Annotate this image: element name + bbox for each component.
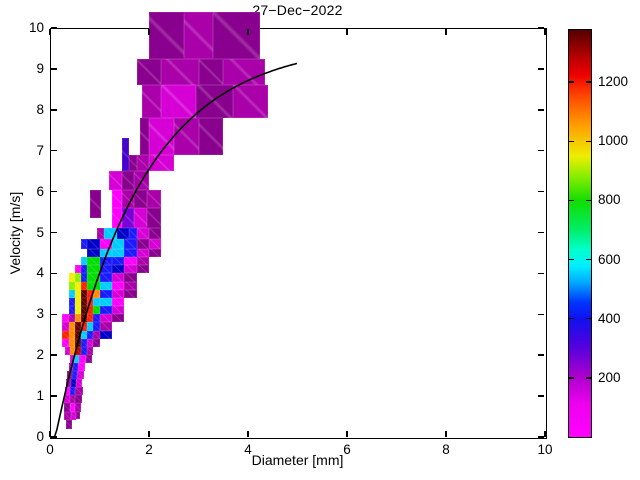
- y-tick-label: 9: [36, 60, 44, 76]
- colorbar-tick-label: 800: [598, 192, 621, 208]
- x-tick-label: 8: [442, 442, 450, 457]
- x-tick-label: 4: [244, 442, 252, 457]
- colorbar-tick-mark: [586, 81, 591, 83]
- colorbar-tick-mark: [586, 199, 591, 202]
- y-tick-label: 6: [36, 183, 44, 199]
- y-tick-label: 2: [36, 347, 44, 363]
- x-tick-label: 0: [46, 442, 54, 457]
- colorbar-tick-label: 200: [598, 369, 621, 385]
- colorbar-tick-label: 1000: [598, 133, 629, 149]
- colorbar-tick-label: 1200: [598, 74, 629, 90]
- y-tick-label: 3: [36, 306, 44, 322]
- colorbar-tick-label: 600: [598, 251, 621, 267]
- y-tick-label: 0: [36, 429, 44, 444]
- colorbar-tick-mark: [586, 317, 591, 320]
- x-tick-label: 10: [537, 442, 553, 457]
- y-tick-label: 1: [36, 388, 44, 404]
- y-tick-label: 4: [36, 265, 44, 281]
- colorbar-tick-mark: [569, 258, 574, 261]
- colorbar-tick-mark: [586, 140, 591, 143]
- colorbar-tick-mark: [586, 377, 591, 379]
- x-axis-label: Diameter [mm]: [251, 452, 344, 468]
- x-tick-label: 2: [145, 442, 153, 457]
- colorbar-tick-label: 400: [598, 310, 621, 326]
- colorbar-tick-mark: [569, 377, 574, 379]
- colorbar-tick-mark: [569, 140, 574, 143]
- colorbar-tick-mark: [569, 317, 574, 320]
- plot-area: [50, 28, 547, 439]
- y-tick-label: 8: [36, 101, 44, 117]
- colorbar-tick-mark: [569, 199, 574, 202]
- y-tick-label: 7: [36, 142, 44, 158]
- colorbar: [568, 29, 592, 438]
- y-tick-label: 5: [36, 224, 44, 240]
- colorbar-tick-mark: [569, 81, 574, 83]
- x-tick-label: 6: [343, 442, 351, 457]
- y-tick-label: 10: [28, 20, 44, 35]
- colorbar-tick-mark: [586, 258, 591, 261]
- figure-title: 27−Dec−2022: [252, 2, 343, 18]
